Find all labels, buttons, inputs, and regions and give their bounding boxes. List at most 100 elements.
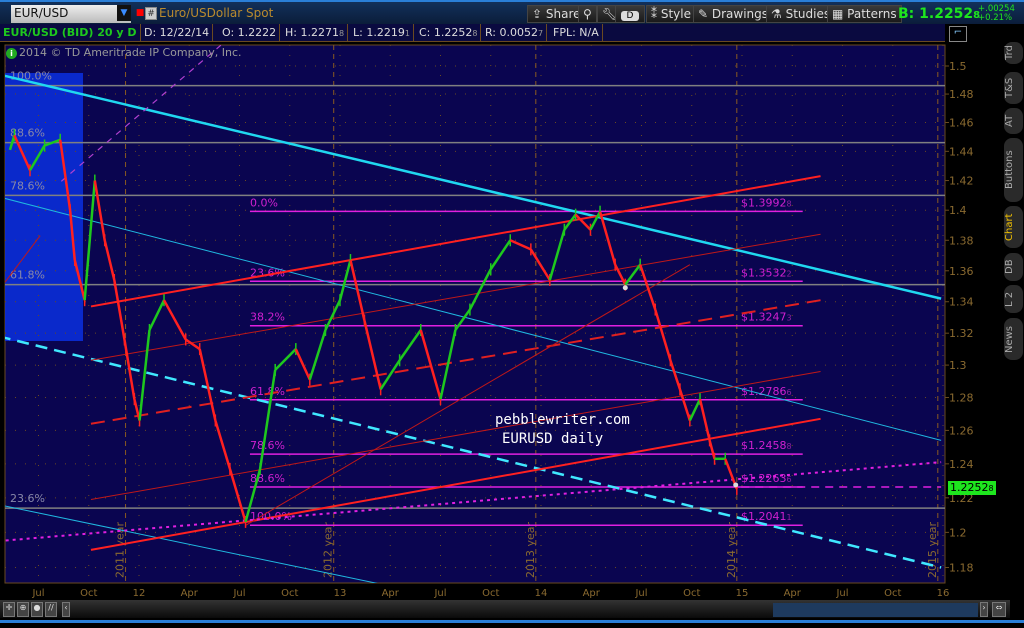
scroll-right-icon[interactable]: › <box>980 602 988 617</box>
fib-price-label: $1.27866 <box>741 385 792 398</box>
fib-price-sub: 6 <box>787 475 792 484</box>
info-icon: i <box>6 48 17 59</box>
window-border <box>0 620 1024 623</box>
x-tick-label: 15 <box>736 588 749 599</box>
price-segment <box>363 320 382 390</box>
price-segment <box>698 398 711 441</box>
x-tick-label: 12 <box>133 588 146 599</box>
watermark-caption: EURUSD daily <box>502 431 604 447</box>
draw-line-icon[interactable]: // <box>45 602 57 617</box>
fib-price-label: $1.32473 <box>741 311 792 324</box>
zoom-icon[interactable]: ⊕ <box>17 602 29 617</box>
y-tick-label: 1.28 <box>949 391 974 404</box>
hash-icon[interactable]: # <box>145 7 157 20</box>
price-segment <box>83 180 97 301</box>
plot-area <box>4 44 946 584</box>
fib-price-sub: 1 <box>787 513 792 522</box>
horizontal-scrollbar[interactable] <box>0 600 1010 618</box>
trendline-red-thin-small <box>5 235 41 283</box>
fib-pct-label: 0.0% <box>250 196 278 209</box>
price-segment <box>398 329 422 361</box>
price-segment <box>103 239 116 281</box>
patterns-button[interactable]: ▦ Patterns <box>827 5 902 23</box>
price-segment <box>419 329 442 400</box>
price-segment <box>563 213 577 231</box>
year-marker-label: 2011 year <box>114 521 127 578</box>
price-segment <box>185 338 201 351</box>
trendline-red-channel-upper <box>90 175 821 308</box>
price-segment <box>688 398 702 422</box>
crosshair-icon[interactable]: ✛ <box>3 602 15 617</box>
share-button[interactable]: ⇪ Share <box>527 5 586 23</box>
price-segment <box>214 420 232 470</box>
price-segment <box>113 279 126 340</box>
price-segment <box>529 248 551 281</box>
price-segment <box>454 308 471 331</box>
highlight-range <box>5 73 83 341</box>
price-segment <box>228 468 247 523</box>
link-color-icon[interactable]: ■ <box>135 8 145 18</box>
expand-icon[interactable]: ⇔ <box>992 602 1006 617</box>
symbol-input[interactable]: EUR/USD ▼ <box>11 5 131 23</box>
x-tick-label: Jul <box>634 588 647 599</box>
trendline-cyan-lower-thin <box>5 505 378 583</box>
symbol-value: EUR/USD <box>14 6 69 20</box>
y-tick-label: 1.5 <box>949 60 967 73</box>
tab-at[interactable]: AT <box>1004 108 1023 134</box>
style-button[interactable]: ⁑ Style <box>646 5 696 23</box>
fib-price-label: $1.22636 <box>741 472 792 485</box>
y-tick-label: 1.32 <box>949 327 974 340</box>
scroll-left-icon[interactable]: ‹ <box>62 602 70 617</box>
x-tick-label: 13 <box>334 588 347 599</box>
tab-l2[interactable]: L 2 <box>1004 285 1023 313</box>
price-segment <box>589 211 602 231</box>
scrollbar-thumb[interactable] <box>773 603 978 617</box>
tab-buttons[interactable]: Buttons <box>1004 138 1023 202</box>
pan-icon[interactable]: ● <box>31 602 43 617</box>
x-tick-label: Oct <box>281 588 298 599</box>
tab-ts[interactable]: T&S <box>1004 72 1023 104</box>
y-tick-label: 1.2 <box>949 526 967 539</box>
tab-db[interactable]: DB <box>1004 253 1023 281</box>
info-range: R: 0.00527 <box>482 24 548 42</box>
year-marker-label: 2015 year <box>926 521 939 578</box>
pin-icon[interactable]: ⚲ <box>578 5 597 23</box>
price-segment <box>654 309 672 361</box>
y-tick-label: 1.42 <box>949 175 974 188</box>
y-tick-label: 1.26 <box>949 424 974 437</box>
price-segment <box>44 138 61 147</box>
fib-pct-label: 38.2% <box>250 311 285 324</box>
trendline-red-thin-diagonal <box>245 264 691 526</box>
y-tick-label: 1.22 <box>949 492 974 505</box>
trendline-cyan-dashed <box>5 336 942 569</box>
tab-news[interactable]: News <box>1004 318 1023 360</box>
x-tick-label: Apr <box>583 588 601 599</box>
tab-trd[interactable]: Trd <box>1004 42 1023 64</box>
x-tick-label: Jul <box>31 588 44 599</box>
price-segment <box>123 339 136 400</box>
zoom-fit-button[interactable]: ⌐ <box>949 26 967 42</box>
copyright: i 2014 © TD Ameritrade IP Company, Inc. <box>6 46 242 59</box>
studies-button[interactable]: ⚗︎ Studies <box>766 5 836 23</box>
bid-price: B: 1.22528 <box>898 6 981 22</box>
x-tick-label: Jul <box>433 588 446 599</box>
price-segment <box>308 329 327 380</box>
price-segment <box>614 264 627 286</box>
fib-price-sub: 3 <box>787 314 792 323</box>
price-segment <box>598 211 617 265</box>
trendline-red-channel-lower <box>90 417 821 551</box>
last-price-label: 1.22528 <box>948 481 996 495</box>
plot-layer: 2011 year 2012 year 2013 year 2014 year 2015… <box>5 45 945 583</box>
price-segment <box>468 268 492 311</box>
y-tick-label: 1.48 <box>949 88 974 101</box>
y-tick-label: 1.46 <box>949 116 974 129</box>
aggregation-button[interactable]: D <box>615 5 645 23</box>
drawings-button[interactable]: ✎ Drawings <box>693 5 774 23</box>
price-segment <box>638 264 657 310</box>
price-segment <box>338 259 352 301</box>
y-tick-label: 1.4 <box>949 204 967 217</box>
symbol-dropdown-icon[interactable]: ▼ <box>117 5 131 21</box>
tab-chart[interactable]: Chart <box>1004 206 1023 248</box>
fib-price-sub: 6 <box>787 388 792 397</box>
